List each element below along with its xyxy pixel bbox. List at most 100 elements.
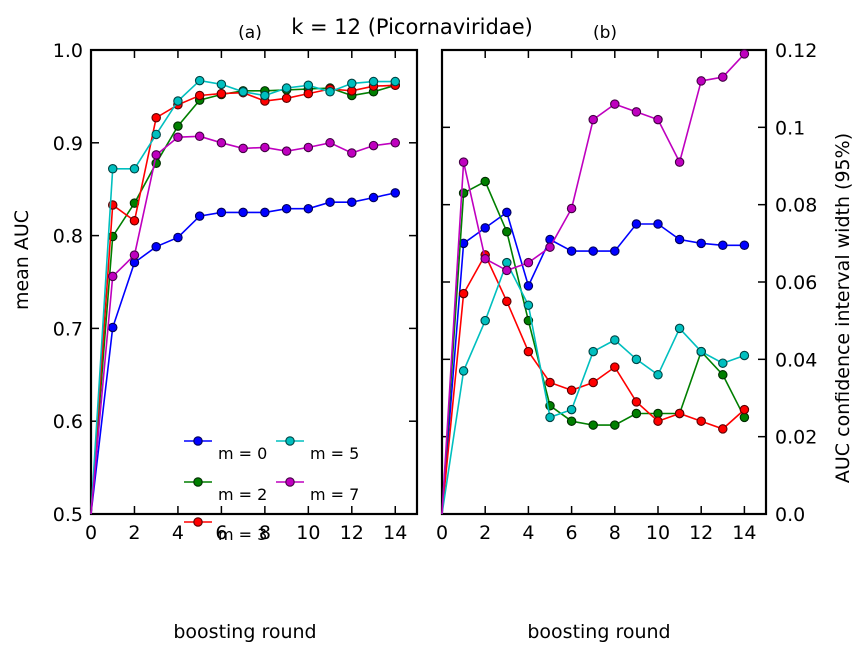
panel-b-ytick-label: 0.06	[775, 272, 817, 294]
panel-a-point-m3	[151, 112, 161, 123]
panel-a-point-m5	[368, 76, 379, 87]
panel-b-label: (b)	[593, 23, 617, 43]
panel-b-point-m7	[523, 257, 534, 268]
panel-b-xtick-label: 10	[646, 522, 670, 544]
panel-a-xtick-label: 2	[128, 522, 140, 544]
panel-b-point-m5	[566, 404, 577, 415]
panel-b-ytick-label: 0.04	[775, 349, 817, 371]
panel-a-point-m5	[107, 164, 118, 174]
panel-a-point-m5	[194, 75, 205, 86]
panel-a-label: (a)	[238, 23, 262, 43]
panel-b-point-m0	[631, 219, 642, 229]
panel-a-point-m5	[325, 87, 335, 97]
panel-a-point-m7	[303, 142, 314, 153]
panel-b-point-m3	[502, 296, 512, 307]
panel-b-point-m0	[480, 223, 490, 233]
panel-a-point-m7	[194, 131, 205, 142]
panel-a-point-m7	[368, 140, 379, 151]
panel-b-point-m0	[588, 246, 598, 256]
panel-b-point-m3	[523, 346, 534, 357]
panel-b-point-m5	[610, 335, 620, 345]
panel-b-point-m7	[696, 76, 706, 86]
panel-b-point-m7	[674, 157, 685, 167]
panel-a-point-m0	[107, 322, 118, 333]
legend-m3-label: m = 3	[218, 525, 267, 544]
panel-a-xtick-label: 6	[215, 522, 227, 544]
panel-b-frame	[440, 48, 768, 516]
panel-b-point-m5	[523, 300, 534, 310]
panel-b-xtick-label: 4	[522, 522, 534, 544]
panel-b-point-m5	[653, 370, 663, 380]
panel-b-point-m3	[610, 362, 620, 372]
panel-b-point-m2	[458, 188, 469, 198]
panel-b-point-m7	[631, 107, 642, 117]
panel-a-point-m5	[129, 164, 140, 174]
panel-b-ytick-label: 0.02	[775, 427, 817, 449]
panel-b-xtick-label: 0	[436, 522, 448, 544]
panel-a-xtick-label: 10	[296, 522, 320, 544]
panel-a-point-m0	[238, 207, 248, 218]
panel-b-point-m3	[718, 424, 728, 434]
panel-a-point-m5	[238, 87, 248, 97]
panel-b-point-m2	[502, 226, 512, 237]
panel-b-point-m3	[588, 377, 598, 388]
panel-b-point-m5	[696, 346, 706, 357]
panel-a-ytick-label: 0.9	[53, 133, 83, 155]
panel-a-ytick-label: 0.7	[53, 318, 83, 340]
panel-b-point-m7	[480, 254, 490, 264]
panel-a-point-m7	[390, 138, 401, 148]
panel-b-point-m0	[653, 219, 663, 229]
panel-a-point-m0	[216, 207, 227, 218]
panel-a-point-m0	[281, 203, 292, 214]
panel-a-point-m7	[151, 150, 161, 160]
panel-b-point-m0	[696, 238, 706, 249]
panel-b-point-m0	[523, 281, 534, 291]
panel-b-point-m5	[718, 358, 728, 368]
panel-b-point-m5	[480, 315, 490, 326]
panel-b-point-m5	[458, 366, 469, 376]
panel-a-point-m0	[194, 211, 205, 221]
panel-a-point-m5	[260, 90, 270, 101]
panel-a-ytick-label: 0.8	[53, 226, 83, 248]
panel-b-point-m7	[458, 157, 469, 167]
panel-a-point-m7	[260, 142, 270, 153]
panel-a-ytick-label: 0.6	[53, 411, 83, 433]
panel-a-xtick-label: 14	[383, 522, 407, 544]
panel-b-point-m7	[588, 114, 598, 125]
panel-a-point-m0	[390, 188, 401, 198]
panel-b-point-m0	[610, 246, 620, 256]
panel-b-xtick-label: 8	[609, 522, 621, 544]
legend-m0-marker	[193, 436, 203, 446]
panel-b-point-m2	[718, 370, 728, 380]
panel-a-point-m7	[347, 148, 357, 158]
panel-a-point-m3	[281, 93, 292, 104]
panel-a-point-m7	[107, 271, 118, 282]
legend-m2-marker	[193, 477, 203, 487]
panel-b-point-m7	[502, 265, 512, 276]
legend-m3-marker	[193, 517, 203, 527]
panel-a-point-m0	[260, 207, 270, 218]
panel-a-frame	[89, 48, 419, 516]
panel-a-ytick-label: 1.0	[53, 40, 83, 62]
legend-m5-label: m = 5	[310, 444, 359, 463]
panel-b-series-m5-line	[441, 260, 745, 515]
panel-a-ylabel: mean AUC	[11, 210, 33, 310]
legend-m7-label: m = 7	[310, 485, 359, 504]
panel-b-point-m7	[610, 99, 620, 109]
panel-b-point-m2	[653, 408, 663, 419]
panel-b-point-m7	[739, 49, 750, 59]
panel-b-point-m2	[631, 408, 642, 419]
panel-a-point-m5	[216, 79, 227, 90]
panel-a-point-m5	[303, 80, 314, 91]
panel-a-xtick-label: 4	[172, 522, 184, 544]
panel-b-point-m2	[566, 416, 577, 426]
panel-b-point-m7	[718, 72, 728, 82]
legend-m7-marker	[285, 477, 295, 487]
panel-b-ylabel: AUC confidence interval width (95%)	[832, 133, 854, 483]
panel-a-xtick-label: 0	[85, 522, 97, 544]
panel-b-point-m2	[739, 412, 750, 423]
panel-b-point-m0	[502, 207, 512, 218]
panel-b-point-m3	[674, 408, 685, 419]
panel-a-point-m5	[151, 129, 161, 140]
